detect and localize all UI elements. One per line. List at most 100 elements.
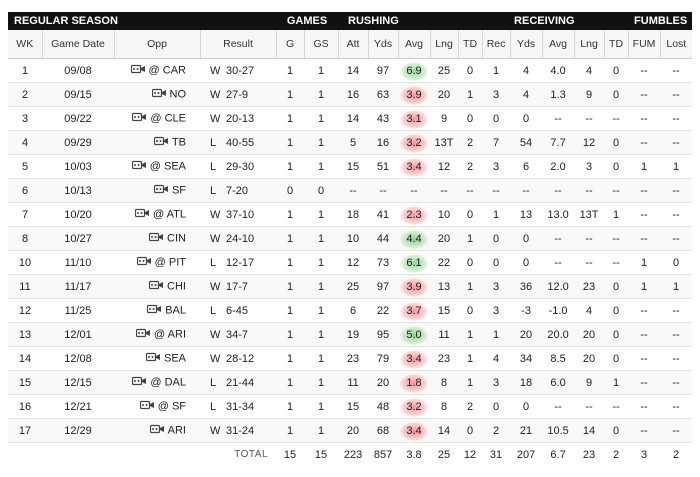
col-rec-td[interactable]: TD [604, 30, 629, 59]
cell-fum: -- [628, 394, 661, 419]
col-gs[interactable]: GS [304, 30, 339, 59]
cell-opp[interactable]: BAL [114, 298, 200, 323]
video-camera-icon[interactable] [134, 208, 150, 221]
video-camera-icon[interactable] [132, 376, 147, 389]
avg-value: 3.7 [406, 304, 422, 317]
cell-rush-lng: 14 [430, 418, 459, 443]
col-result[interactable]: Result [200, 30, 277, 59]
cell-rush-td: 1 [458, 82, 483, 107]
cell-opp[interactable]: @ ARI [114, 322, 200, 347]
cell-rush-yds: 63 [368, 82, 399, 107]
video-camera-icon[interactable] [153, 136, 169, 149]
cell-rush-avg: 3.9 [398, 82, 431, 107]
cell-rush-att: -- [338, 178, 369, 203]
col-rush-att[interactable]: Att [338, 30, 369, 59]
col-rush-avg[interactable]: Avg [398, 30, 431, 59]
cell-opp[interactable]: @ CLE [114, 106, 200, 131]
cell-opp[interactable]: @ SEA [114, 154, 200, 179]
game-row: 6 10/13 SF L 7-20 0 0 -- -- -- -- -- -- -- -- -- -- -- -- [8, 178, 693, 203]
cell-opp[interactable]: @ PIT [114, 250, 200, 275]
opp-label: CHI [167, 280, 186, 293]
cell-rec-avg: -- [542, 106, 575, 131]
cell-opp[interactable]: CHI [114, 274, 200, 299]
col-fum[interactable]: FUM [628, 30, 661, 59]
cell-rec-avg: 10.5 [542, 418, 575, 443]
cell-opp[interactable]: @ DAL [114, 370, 200, 395]
cell-opp[interactable]: CIN [114, 226, 200, 251]
cell-rush-avg: 3.9 [398, 274, 431, 299]
cell-rec-td: 0 [604, 322, 629, 347]
cell-rec-lng: 9 [574, 82, 605, 107]
cell-opp[interactable]: SEA [114, 346, 200, 371]
cell-rush-td: 2 [458, 130, 483, 155]
video-camera-icon[interactable] [135, 328, 151, 341]
game-row: 3 09/22 @ CLE W 20-13 1 1 14 43 3.1 9 0 0 0 -- -- -- -- -- [8, 106, 693, 131]
cell-opp[interactable]: NO [114, 82, 200, 107]
col-rush-td[interactable]: TD [458, 30, 483, 59]
cell-rec-avg: 1.3 [542, 82, 575, 107]
video-camera-icon[interactable] [151, 88, 167, 101]
cell-rec-td: -- [604, 226, 629, 251]
opp-label: @ PIT [154, 256, 186, 269]
cell-result: W 31-24 [200, 418, 277, 443]
cell-opp[interactable]: SF [114, 178, 200, 203]
cell-rush-avg: 3.1 [398, 106, 431, 131]
video-camera-icon[interactable] [131, 160, 147, 173]
video-camera-icon[interactable] [148, 280, 164, 293]
total-lng: 25 [430, 442, 459, 466]
cell-rec-lng: -- [574, 226, 605, 251]
cell-rush-td: 0 [458, 250, 483, 275]
video-camera-icon[interactable] [139, 400, 155, 413]
opp-label: CIN [167, 232, 186, 245]
cell-opp[interactable]: @ CAR [114, 58, 200, 83]
col-opp[interactable]: Opp [114, 30, 201, 59]
cell-opp[interactable]: @ SF [114, 394, 200, 419]
cell-rush-att: 6 [338, 298, 369, 323]
video-camera-icon[interactable] [148, 232, 164, 245]
cell-rec-td: 1 [604, 370, 629, 395]
cell-rec-td: 0 [604, 346, 629, 371]
video-camera-icon[interactable] [149, 424, 165, 437]
video-camera-icon[interactable] [145, 352, 161, 365]
col-game-date[interactable]: Game Date [42, 30, 115, 59]
video-camera-icon[interactable] [130, 64, 146, 77]
col-rec-avg[interactable]: Avg [542, 30, 575, 59]
cell-opp[interactable]: @ ATL [114, 202, 200, 227]
cell-rec-td: 0 [604, 298, 629, 323]
video-camera-icon[interactable] [147, 304, 162, 317]
cell-lost: 1 [660, 274, 693, 299]
opp-label: @ DAL [150, 376, 186, 389]
cell-fum: -- [628, 418, 661, 443]
col-rec-yds[interactable]: Yds [510, 30, 543, 59]
cell-opp[interactable]: ARI [114, 418, 200, 443]
video-camera-icon[interactable] [132, 112, 147, 125]
video-camera-icon[interactable] [153, 184, 169, 197]
cell-game-date: 11/25 [42, 298, 114, 323]
avg-value: 2.3 [406, 208, 422, 221]
col-lost[interactable]: Lost [660, 30, 693, 59]
win-loss: W [210, 88, 221, 101]
col-rush-yds[interactable]: Yds [368, 30, 399, 59]
cell-fum: 1 [628, 250, 661, 275]
col-rush-lng[interactable]: Lng [430, 30, 459, 59]
col-rec-lng[interactable]: Lng [574, 30, 605, 59]
cell-gs: 1 [304, 370, 339, 395]
col-rec[interactable]: Rec [482, 30, 511, 59]
cell-rush-yds: 44 [368, 226, 399, 251]
cell-lost: -- [660, 106, 693, 131]
group-fumbles: FUMBLES [628, 12, 693, 30]
cell-game-date: 09/15 [42, 82, 114, 107]
cell-opp[interactable]: TB [114, 130, 200, 155]
cell-rush-td: 1 [458, 274, 483, 299]
cell-result: W 24-10 [200, 226, 277, 251]
cell-g: 1 [276, 298, 305, 323]
cell-gs: 1 [304, 418, 339, 443]
cell-wk: 12 [8, 298, 42, 323]
cell-wk: 2 [8, 82, 42, 107]
video-camera-icon[interactable] [136, 256, 152, 269]
col-g[interactable]: G [276, 30, 305, 59]
avg-value: 4.4 [406, 232, 422, 245]
cell-rush-lng: 15 [430, 298, 459, 323]
avg-highlight [400, 133, 429, 153]
col-wk[interactable]: WK [8, 30, 43, 59]
